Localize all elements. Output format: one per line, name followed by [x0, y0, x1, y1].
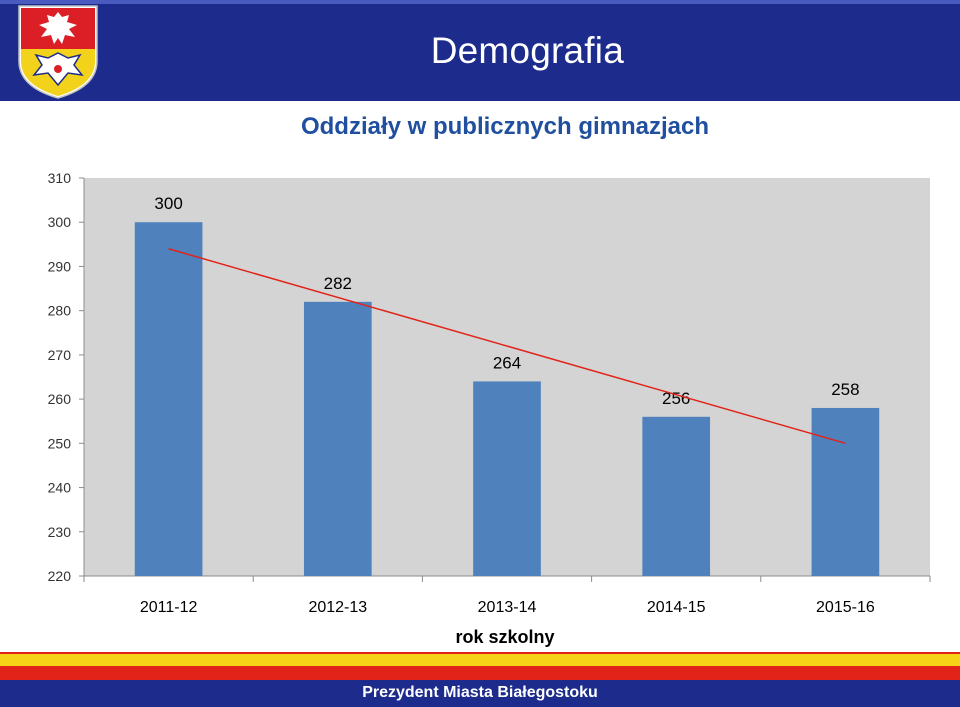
data-label: 300 — [154, 194, 182, 213]
x-tick-label: 2012-13 — [308, 599, 367, 616]
yellow-band — [0, 652, 960, 666]
y-tick-label: 310 — [48, 170, 72, 186]
footer-text: Prezydent Miasta Białegostoku — [362, 684, 598, 701]
data-label: 282 — [324, 274, 352, 293]
chart-title: Oddziały w publicznych gimnazjach — [300, 113, 710, 140]
data-label: 264 — [493, 353, 521, 372]
y-tick-label: 220 — [48, 568, 72, 584]
y-tick-label: 300 — [48, 214, 72, 230]
x-tick-label: 2014-15 — [647, 599, 706, 616]
y-tick-label: 250 — [48, 435, 72, 451]
y-tick-label: 230 — [48, 524, 72, 540]
x-tick-label: 2015-16 — [816, 599, 875, 616]
header-strip — [0, 0, 960, 4]
y-tick-label: 240 — [48, 480, 72, 496]
footer-color-bands — [0, 652, 960, 680]
header-bar: Demografia — [0, 0, 960, 101]
data-label: 256 — [662, 389, 690, 408]
data-label: 258 — [831, 380, 859, 399]
x-tick-label: 2013-14 — [478, 599, 537, 616]
bar — [473, 381, 541, 576]
footer-bar: Prezydent Miasta Białegostoku — [0, 680, 960, 707]
y-tick-label: 280 — [48, 303, 72, 319]
bar — [303, 301, 372, 576]
bialystok-coat-of-arms-icon — [18, 5, 98, 99]
bar-chart: 220 230 240 250 260 270 280 290 300 310 300 2011-12… — [48, 170, 931, 616]
y-tick-label: 260 — [48, 391, 72, 407]
bar — [642, 416, 711, 576]
header-title: Demografia — [430, 30, 624, 71]
bar — [134, 222, 203, 576]
trendline — [168, 248, 846, 445]
x-tick-label: 2011-12 — [140, 599, 198, 616]
y-tick-label: 270 — [48, 347, 72, 363]
bar — [811, 407, 880, 576]
red-band — [0, 666, 960, 680]
y-tick-label: 290 — [48, 258, 72, 274]
x-axis-title: rok szkolny — [455, 627, 555, 647]
